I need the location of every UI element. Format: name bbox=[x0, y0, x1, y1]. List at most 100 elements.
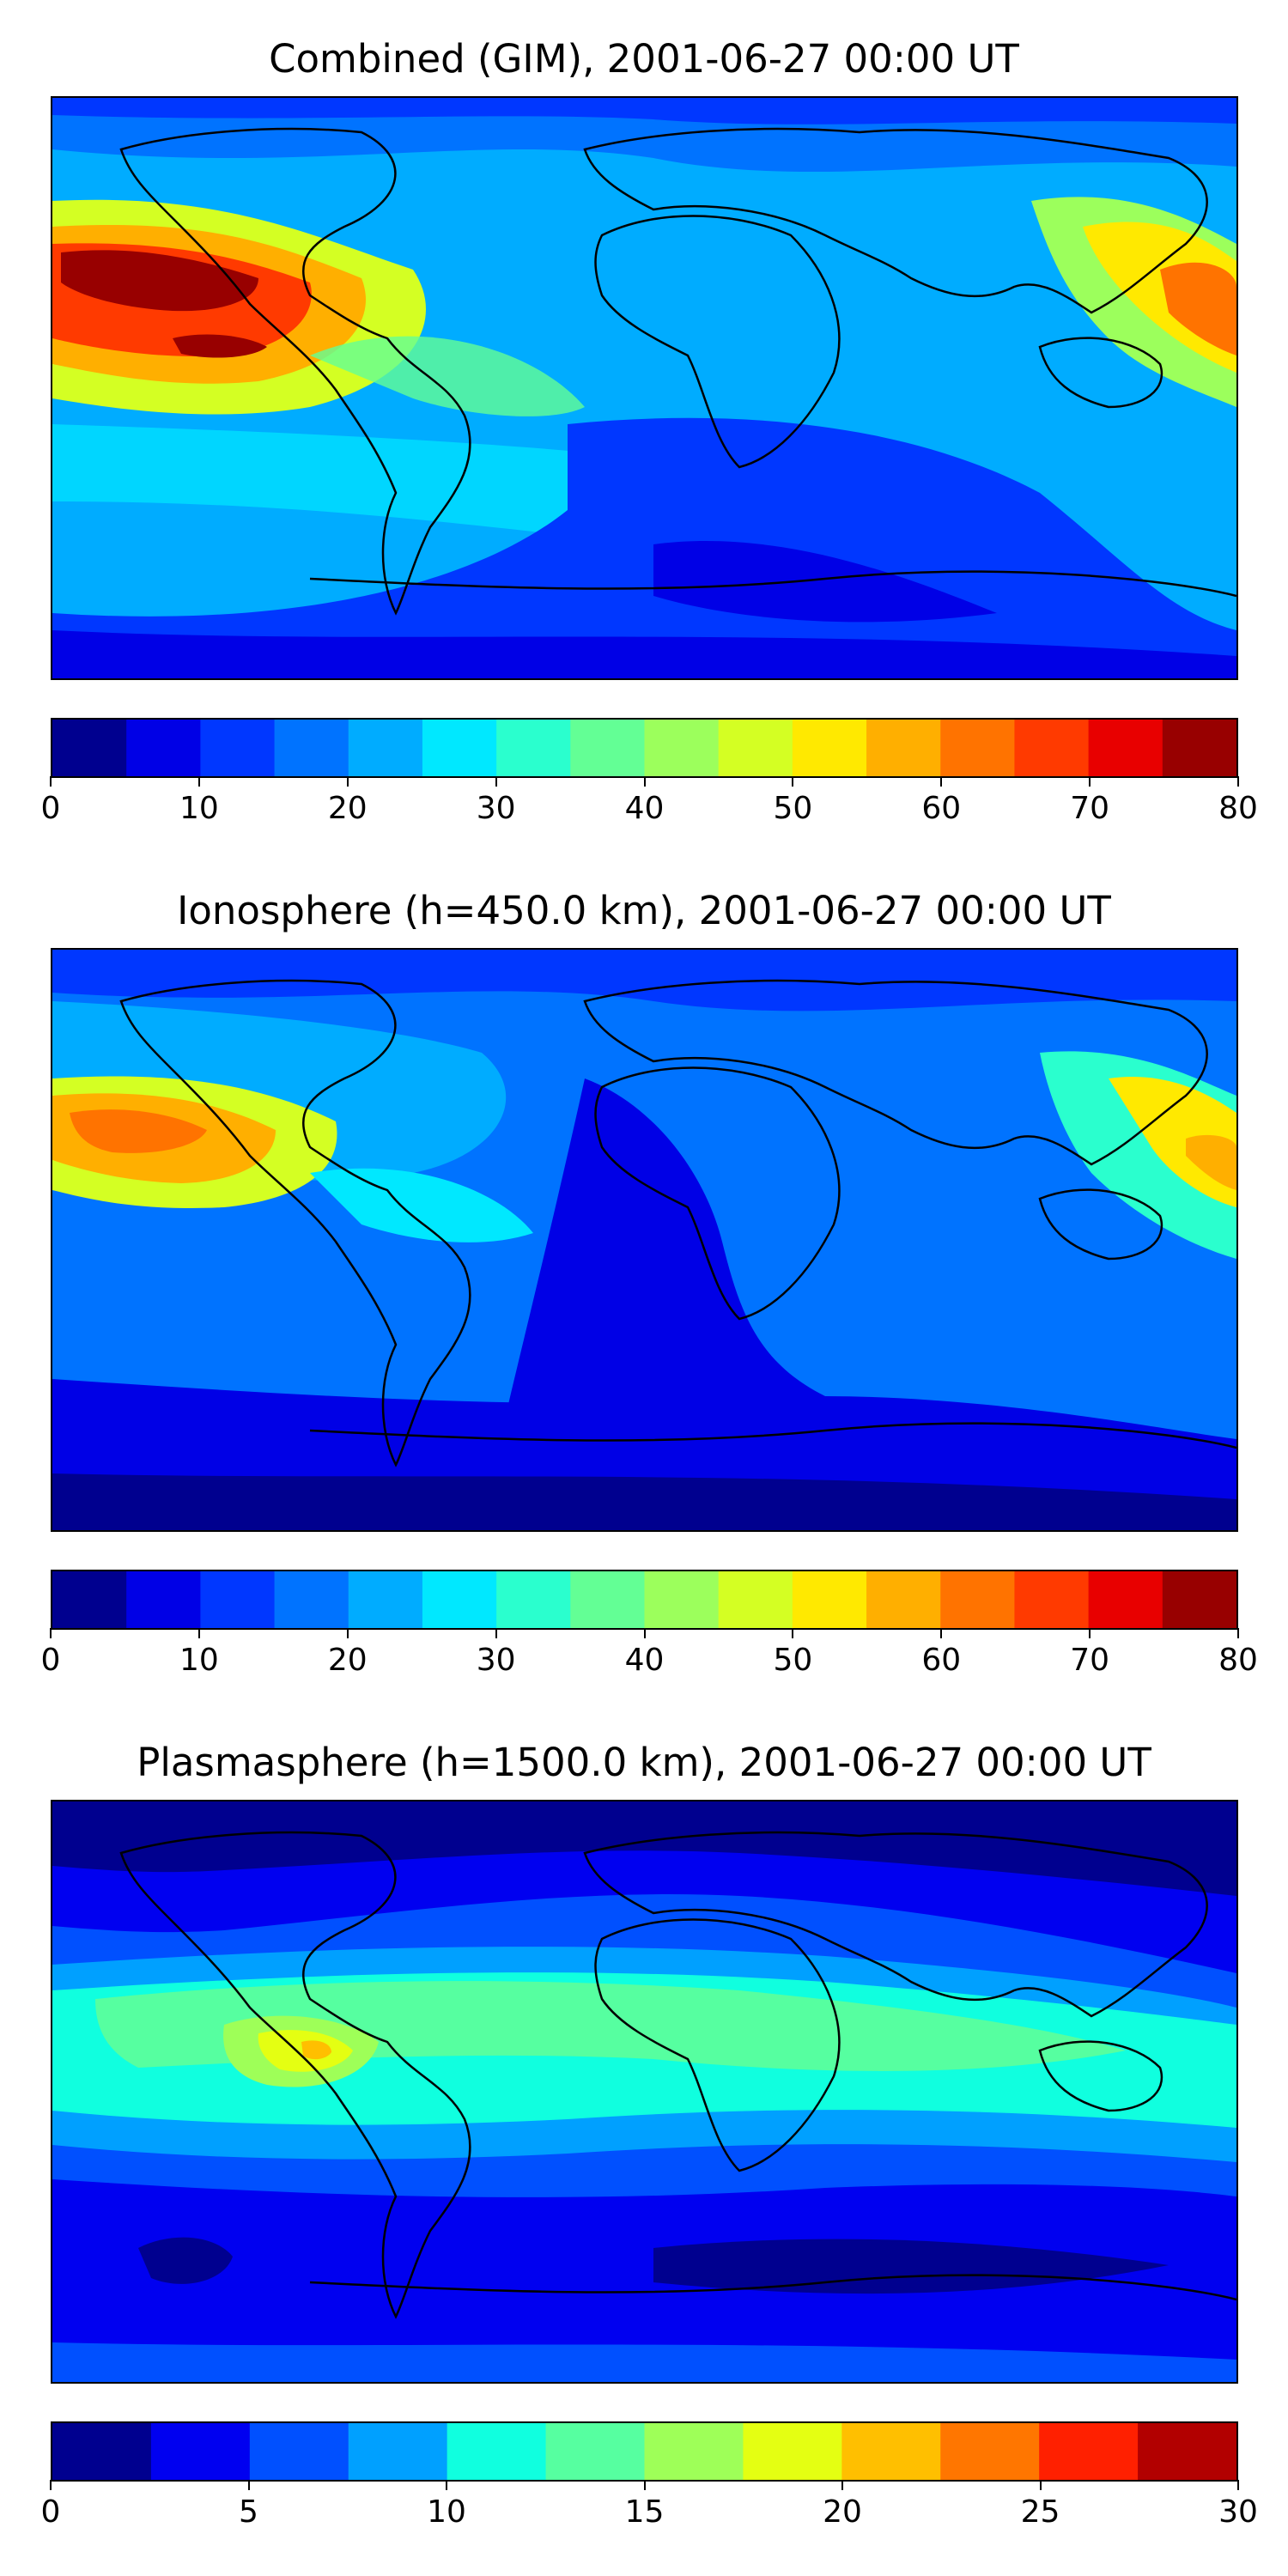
colorbar-tick-label: 20 bbox=[327, 1643, 368, 1678]
colorbar-tick bbox=[495, 776, 497, 787]
colorbar-segment bbox=[940, 720, 1015, 776]
colorbar-segment bbox=[644, 1571, 720, 1628]
colorbar-tick bbox=[643, 1628, 646, 1638]
colorbar-tick-label: 60 bbox=[921, 1643, 962, 1678]
colorbar-tick bbox=[495, 1628, 497, 1638]
colorbar-segment bbox=[496, 720, 571, 776]
colorbar-segment bbox=[1039, 2423, 1139, 2480]
colorbar-segment bbox=[126, 720, 201, 776]
colorbar-segment bbox=[1162, 720, 1236, 776]
colorbar-segment bbox=[570, 1571, 645, 1628]
colorbar-tick bbox=[940, 776, 943, 787]
colorbar-segment bbox=[644, 2423, 744, 2480]
colorbar-tick-label: 80 bbox=[1218, 791, 1258, 826]
colorbar-segment bbox=[200, 1571, 276, 1628]
colorbar-segment bbox=[422, 1571, 497, 1628]
colorbar-svg bbox=[52, 720, 1236, 776]
colorbar-segment bbox=[1014, 1571, 1090, 1628]
colorbar-tick bbox=[792, 1628, 794, 1638]
colorbar-segment bbox=[200, 720, 276, 776]
colorbar-tick-label: 15 bbox=[624, 2494, 665, 2530]
colorbar-segment bbox=[422, 720, 497, 776]
colorbar-segment bbox=[1162, 1571, 1236, 1628]
colorbar-tick bbox=[247, 2480, 250, 2490]
colorbar-segment bbox=[1088, 1571, 1163, 1628]
colorbar-segment bbox=[274, 720, 349, 776]
colorbar-segment bbox=[792, 720, 867, 776]
colorbar-tick bbox=[841, 2480, 843, 2490]
colorbar-segment bbox=[52, 720, 127, 776]
colorbar-segment bbox=[1138, 2423, 1236, 2480]
colorbar-tick-label: 20 bbox=[823, 2494, 862, 2530]
colorbar-segment bbox=[348, 2423, 448, 2480]
colorbar-segment bbox=[545, 2423, 645, 2480]
colorbar-svg bbox=[52, 1571, 1236, 1628]
colorbar-tick-label: 0 bbox=[40, 1643, 61, 1678]
colorbar-tick-label: 25 bbox=[1020, 2494, 1060, 2530]
colorbar-segment bbox=[866, 720, 941, 776]
colorbar-segment bbox=[1014, 720, 1090, 776]
colorbar-svg bbox=[52, 2423, 1236, 2480]
colorbar-tick bbox=[940, 1628, 943, 1638]
colorbar-segment bbox=[644, 720, 720, 776]
colorbar-segment bbox=[447, 2423, 547, 2480]
colorbar-tick-label: 40 bbox=[624, 791, 665, 826]
colorbar-tick bbox=[792, 776, 794, 787]
colorbar-tick-label: 40 bbox=[624, 1643, 665, 1678]
map-plasmasphere bbox=[51, 1800, 1238, 2384]
map-ionosphere bbox=[51, 948, 1238, 1532]
colorbar-tick bbox=[1089, 1628, 1091, 1638]
colorbar-tick-label: 0 bbox=[40, 2494, 61, 2530]
colorbar-segment bbox=[496, 1571, 571, 1628]
colorbar-tick-label: 30 bbox=[476, 791, 516, 826]
colorbar-segment bbox=[348, 720, 423, 776]
colorbar-segment bbox=[1088, 720, 1163, 776]
colorbar-tick-label: 30 bbox=[476, 1643, 516, 1678]
colorbar-ticks: 0 10 20 30 40 50 60 70 80 bbox=[41, 1628, 1258, 1680]
colorbar-tick bbox=[643, 776, 646, 787]
colorbar-segment bbox=[52, 1571, 127, 1628]
colorbar-segment bbox=[249, 2423, 349, 2480]
colorbar-tick bbox=[50, 2480, 52, 2490]
colorbar-segment bbox=[866, 1571, 941, 1628]
map-svg bbox=[52, 1801, 1236, 2382]
colorbar-tick bbox=[197, 1628, 200, 1638]
colorbar-segment bbox=[743, 2423, 842, 2480]
colorbar-tick bbox=[1039, 2480, 1042, 2490]
colorbar-segment bbox=[274, 1571, 349, 1628]
colorbar-plasmasphere bbox=[51, 2421, 1238, 2482]
map-svg bbox=[52, 98, 1236, 678]
colorbar-segment bbox=[940, 1571, 1015, 1628]
colorbar-tick bbox=[1237, 2480, 1239, 2490]
colorbar-segment bbox=[841, 2423, 941, 2480]
colorbar-segment bbox=[718, 720, 793, 776]
panel-title: Combined (GIM), 2001-06-27 00:00 UT bbox=[269, 36, 1019, 82]
colorbar-tick-label: 70 bbox=[1070, 791, 1110, 826]
colorbar-tick bbox=[346, 776, 349, 787]
panel-title: Plasmasphere (h=1500.0 km), 2001-06-27 0… bbox=[137, 1740, 1151, 1785]
colorbar-segment bbox=[52, 2423, 152, 2480]
colorbar-segment bbox=[792, 1571, 867, 1628]
colorbar-tick-label: 10 bbox=[179, 1643, 219, 1678]
colorbar-tick bbox=[50, 1628, 52, 1638]
colorbar-tick bbox=[50, 776, 52, 787]
colorbar-tick-label: 80 bbox=[1218, 1643, 1258, 1678]
colorbar-tick-label: 30 bbox=[1218, 2494, 1258, 2530]
map-svg bbox=[52, 950, 1236, 1530]
colorbar-ionosphere bbox=[51, 1570, 1238, 1630]
colorbar-tick-label: 60 bbox=[921, 791, 962, 826]
panel-title: Ionosphere (h=450.0 km), 2001-06-27 00:0… bbox=[177, 888, 1111, 933]
colorbar-tick bbox=[446, 2480, 447, 2490]
colorbar-segment bbox=[718, 1571, 793, 1628]
colorbar-tick bbox=[1089, 776, 1091, 787]
colorbar-tick-label: 70 bbox=[1070, 1643, 1110, 1678]
colorbar-tick-label: 20 bbox=[327, 791, 368, 826]
colorbar-tick bbox=[1237, 1628, 1239, 1638]
colorbar-tick bbox=[643, 2480, 646, 2490]
colorbar-tick bbox=[346, 1628, 349, 1638]
colorbar-segment bbox=[570, 720, 645, 776]
colorbar-ticks: 0 5 10 15 20 25 30 bbox=[41, 2480, 1258, 2531]
colorbar-tick bbox=[197, 776, 200, 787]
colorbar-segment bbox=[150, 2423, 251, 2480]
colorbar-ticks: 0 10 20 30 40 50 60 70 80 bbox=[41, 776, 1258, 828]
